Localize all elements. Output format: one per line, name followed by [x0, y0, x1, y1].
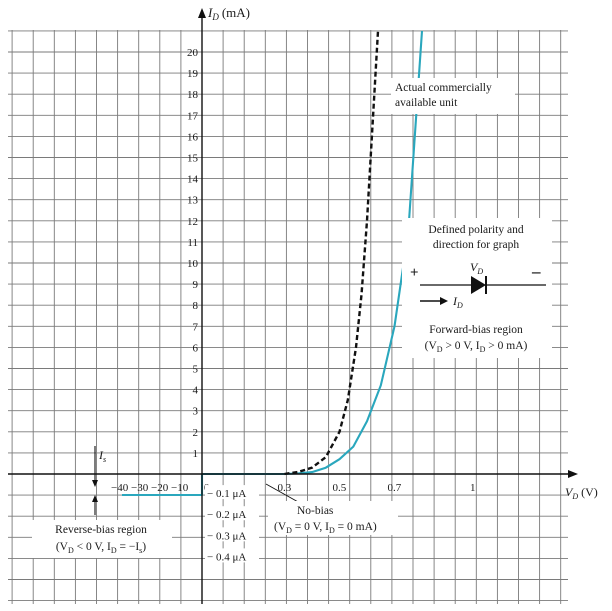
reverse-current-tick-label: − 0.1 μA	[207, 488, 246, 500]
y-tick-label: 3	[193, 406, 199, 418]
y-tick-label: 12	[187, 216, 198, 228]
y-tick-label: 5	[193, 364, 199, 376]
x-axis-title: VD (V)	[565, 485, 598, 501]
id-symbol: ID	[452, 294, 463, 310]
x-axis-arrow-icon	[568, 470, 578, 478]
x-tick-label: 0.3	[278, 482, 292, 494]
polarity-label-line2: direction for graph	[433, 239, 519, 251]
reverse-tick-label-background	[205, 548, 259, 563]
reverse-current-tick-label: − 0.4 μA	[207, 551, 246, 563]
y-axis-arrow-icon	[198, 8, 206, 18]
y-axis-title: ID (mA)	[207, 5, 250, 22]
forward-bias-label-line1: Forward-bias region	[429, 324, 523, 336]
reverse-current-tick-label: − 0.2 μA	[207, 509, 246, 521]
y-tick-label: 11	[187, 237, 198, 249]
y-tick-label: 6	[193, 342, 199, 354]
y-tick-label: 19	[187, 68, 199, 80]
diode-symbol-icon	[420, 276, 546, 294]
y-tick-label: 15	[187, 153, 199, 165]
x-tick-label: 0.7	[388, 482, 402, 494]
reverse-current-tick-labels: − 0.1 μA − 0.2 μA − 0.3 μA − 0.4 μA	[205, 485, 259, 563]
forward-bias-label-line2: (VD > 0 V, ID > 0 mA)	[425, 340, 528, 354]
actual-unit-label-line1: Actual commercially	[395, 82, 492, 94]
y-tick-label: 18	[187, 89, 199, 101]
y-tick-label: 14	[187, 174, 199, 186]
y-tick-label: 16	[187, 131, 199, 143]
x-tick-label: −40	[111, 482, 129, 494]
is-arrows-icon	[92, 446, 98, 515]
no-bias-label-line1: No-bias	[297, 505, 334, 517]
reverse-current-tick-label: − 0.3 μA	[207, 530, 246, 542]
reverse-tick-label-background	[205, 527, 259, 542]
y-tick-label: 20	[187, 47, 199, 59]
minus-sign: –	[531, 262, 541, 281]
vd-symbol: VD	[470, 260, 483, 276]
actual-unit-label-background	[391, 78, 515, 114]
y-tick-label: 1	[193, 448, 199, 460]
y-tick-label: 17	[187, 110, 199, 122]
current-direction-arrow-icon	[420, 297, 448, 305]
x-tick-label: 1	[470, 482, 476, 494]
y-tick-label: 7	[193, 321, 199, 333]
y-tick-label: 9	[193, 279, 199, 291]
x-tick-label: −30	[131, 482, 149, 494]
y-tick-label: 4	[193, 385, 199, 397]
plus-sign: +	[410, 265, 419, 281]
is-symbol: Is	[98, 448, 106, 464]
commercial-unit-curve	[284, 30, 380, 476]
y-tick-label: 10	[187, 258, 199, 270]
y-tick-label: 13	[187, 195, 199, 207]
no-bias-label-background	[268, 501, 398, 535]
x-tick-label: −20	[151, 482, 169, 494]
reverse-tick-label-background	[205, 485, 259, 500]
reverse-bias-label-line2: (VD < 0 V, ID = −Is)	[56, 541, 146, 555]
no-bias-leader-line	[265, 483, 301, 504]
no-bias-label-line2: (VD = 0 V, ID = 0 mA)	[274, 521, 377, 535]
reverse-tick-label-background	[205, 506, 259, 521]
reverse-bias-label-background	[32, 520, 172, 558]
x-tick-label: −10	[171, 482, 189, 494]
actual-unit-label-line2: available unit	[395, 97, 458, 109]
polarity-label-line1: Defined polarity and	[428, 224, 523, 236]
y-tick-label: 8	[193, 300, 199, 312]
x-tick-label: 0.5	[333, 482, 347, 494]
reverse-bias-label-line1: Reverse-bias region	[55, 524, 147, 536]
y-tick-label: 2	[193, 427, 199, 439]
